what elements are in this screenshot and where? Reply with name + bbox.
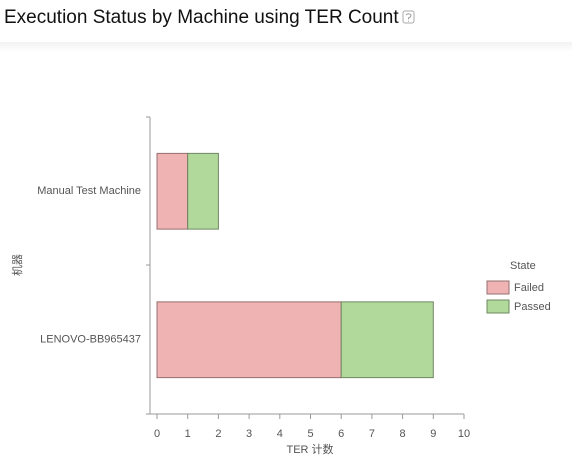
x-tick-label: 4: [277, 428, 283, 440]
x-tick-label: 8: [400, 428, 406, 440]
y-tick-label: LENOVO-BB965437: [40, 334, 141, 346]
legend-swatch: [486, 280, 510, 295]
bar-segment: [340, 301, 434, 379]
x-tick-label: 3: [246, 428, 252, 440]
x-tick-label: 0: [154, 428, 160, 440]
y-axis-label: 机器: [10, 254, 24, 276]
legend-label: Failed: [514, 282, 544, 294]
legend-title: State: [510, 260, 536, 272]
y-tick-label: Manual Test Machine: [37, 185, 141, 197]
x-tick-label: 7: [369, 428, 375, 440]
bar-segment: [156, 301, 342, 379]
legend-swatch: [486, 299, 510, 314]
header-shadow: [0, 42, 572, 52]
x-tick-label: 1: [185, 428, 191, 440]
x-tick-label: 10: [458, 428, 470, 440]
help-icon[interactable]: [402, 10, 415, 24]
x-tick-label: 5: [307, 428, 313, 440]
bar-segment: [187, 152, 219, 230]
x-tick-label: 2: [215, 428, 221, 440]
chart-title: Execution Status by Machine using TER Co…: [4, 7, 399, 28]
bar-segment: [156, 152, 189, 230]
legend-label: Passed: [514, 301, 551, 313]
x-axis-label: TER 计数: [286, 443, 333, 456]
x-tick-label: 6: [338, 428, 344, 440]
x-tick-label: 9: [430, 428, 436, 440]
